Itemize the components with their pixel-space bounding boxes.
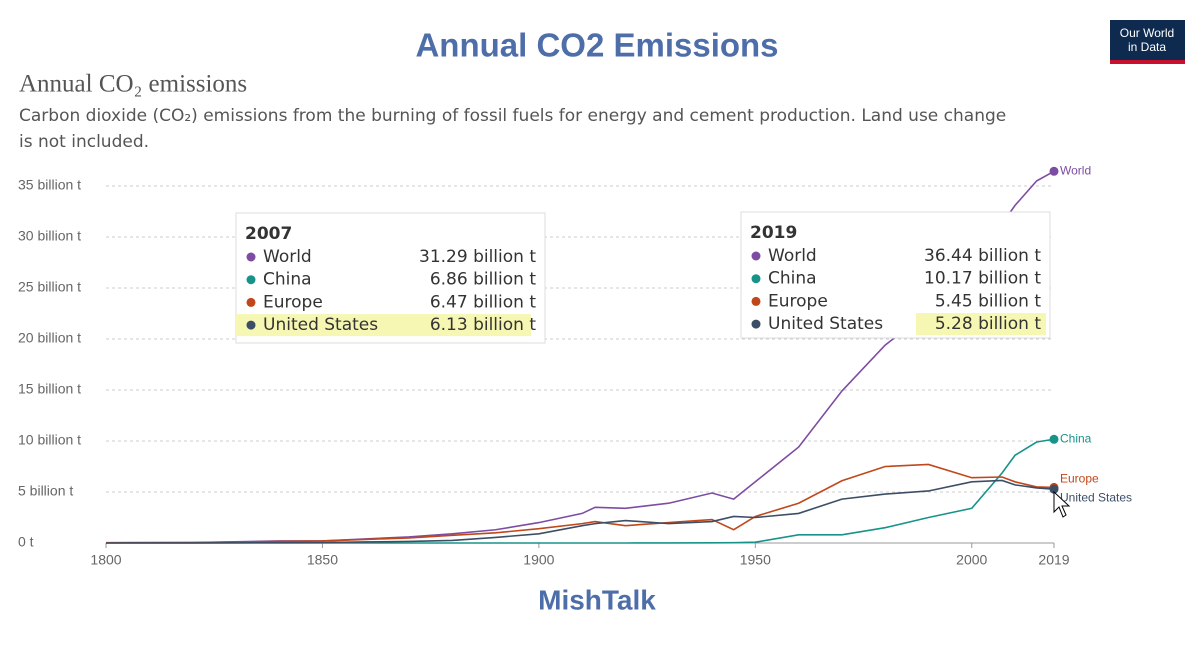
series-line xyxy=(105,479,1055,544)
tooltip-dot xyxy=(246,297,256,307)
tooltip-value: 6.86 billion t xyxy=(430,270,537,290)
series-label: World xyxy=(1060,163,1091,177)
x-tick-label: 2019 xyxy=(1038,552,1069,568)
y-tick-label: 10 billion t xyxy=(18,432,81,448)
end-point xyxy=(1049,484,1059,494)
tooltip-value: 31.29 billion t xyxy=(419,247,536,267)
tooltip-dot xyxy=(751,274,761,284)
cursor xyxy=(1053,490,1071,518)
tooltip-name: World xyxy=(263,247,312,267)
chart-title: Annual CO₂ emissions xyxy=(19,71,247,98)
tooltip-value: 5.28 billion t xyxy=(935,314,1042,334)
end-point xyxy=(1049,166,1059,176)
logo-bar xyxy=(1110,60,1185,64)
y-tick-label: 0 t xyxy=(18,534,34,550)
chart-subtitle: is not included. xyxy=(19,132,149,152)
tooltip-value: 6.13 billion t xyxy=(430,315,537,335)
series-line xyxy=(106,438,1055,544)
tooltip-name: United States xyxy=(768,314,883,334)
tooltip-name: World xyxy=(768,246,817,266)
tooltip-dot xyxy=(751,251,761,261)
y-tick-label: 25 billion t xyxy=(18,279,81,295)
logo-box xyxy=(1110,20,1185,64)
logo-text: Our World xyxy=(1120,26,1174,40)
x-tick-label: 1900 xyxy=(523,552,554,568)
tooltip-name: Europe xyxy=(768,291,828,311)
x-tick-label: 1950 xyxy=(740,552,771,568)
y-tick-label: 15 billion t xyxy=(18,381,81,397)
tooltip-value: 6.47 billion t xyxy=(430,292,537,312)
tooltip-dot xyxy=(751,319,761,329)
tooltip-dot xyxy=(751,296,761,306)
tooltip-name: United States xyxy=(263,315,378,335)
chart-subtitle: Carbon dioxide (CO₂) emissions from the … xyxy=(19,106,1006,126)
logo-text: in Data xyxy=(1128,40,1166,54)
tooltip-name: Europe xyxy=(263,292,323,312)
tooltip: 2019 World 36.44 billion t China 10.17 billi… xyxy=(740,211,1051,339)
tooltip-dot xyxy=(246,275,256,285)
page-title: Annual CO2 Emissions xyxy=(415,27,778,64)
series-label: China xyxy=(1060,431,1092,445)
end-point xyxy=(1049,434,1059,444)
tooltip: 2007 World 31.29 billion t China 6.86 billio… xyxy=(235,212,546,344)
row-highlight xyxy=(236,314,531,337)
tooltip-year: 2007 xyxy=(245,224,292,244)
series-label: Europe xyxy=(1060,472,1099,486)
tooltip-dot xyxy=(246,252,256,262)
y-tick-label: 5 billion t xyxy=(18,483,73,499)
row-highlight xyxy=(916,313,1046,336)
y-tick-label: 30 billion t xyxy=(18,228,81,244)
x-tick-label: 1800 xyxy=(90,552,121,568)
tooltip-year: 2019 xyxy=(750,223,797,243)
x-tick-label: 1850 xyxy=(307,552,338,568)
series-label: United States xyxy=(1060,490,1132,504)
y-tick-label: 35 billion t xyxy=(18,177,81,193)
tooltip-dot xyxy=(246,320,256,330)
tooltip-value: 10.17 billion t xyxy=(924,269,1041,289)
footer-text: MishTalk xyxy=(538,584,656,615)
tooltip-name: China xyxy=(263,270,312,290)
tooltip-value: 36.44 billion t xyxy=(924,246,1041,266)
y-tick-label: 20 billion t xyxy=(18,330,81,346)
series-line xyxy=(105,463,1055,544)
x-tick-label: 2000 xyxy=(956,552,987,568)
tooltip-value: 5.45 billion t xyxy=(935,291,1042,311)
tooltip-name: China xyxy=(768,269,817,289)
plot: 0 t 5 billion t 10 billion t 15 billion t 20… xyxy=(18,163,1132,567)
